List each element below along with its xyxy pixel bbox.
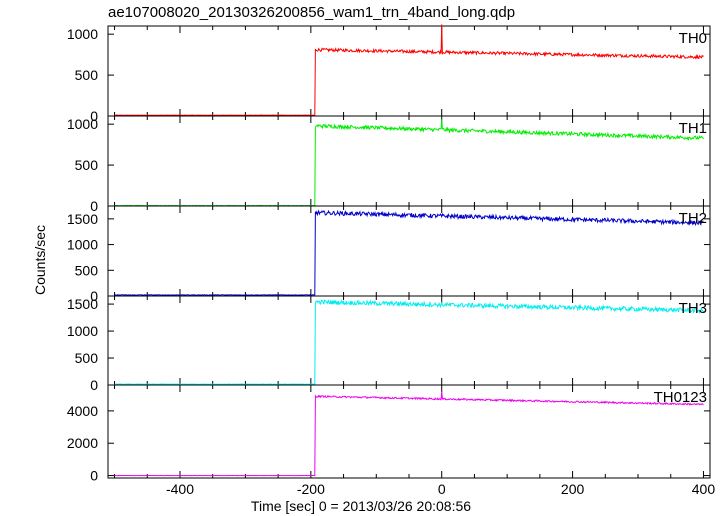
x-tick-label: 200 xyxy=(561,481,585,497)
series-label: TH2 xyxy=(679,210,707,227)
y-tick-label: 0 xyxy=(90,108,98,124)
series-label: TH1 xyxy=(679,120,707,137)
y-axis-label: Counts/sec xyxy=(32,224,48,296)
x-tick-label: 400 xyxy=(692,481,716,497)
panel-frame xyxy=(107,115,711,207)
y-tick-label: 500 xyxy=(75,350,99,366)
y-tick-label: 2000 xyxy=(67,435,98,451)
y-tick-label: 500 xyxy=(75,67,99,83)
y-tick-label: 1500 xyxy=(67,211,98,227)
x-tick-label: -200 xyxy=(297,481,325,497)
y-tick-label: 1000 xyxy=(67,323,98,339)
chart-title: ae107008020_20130326200856_wam1_trn_4ban… xyxy=(108,4,516,21)
series-line-th0123 xyxy=(114,391,704,477)
series-line-th2 xyxy=(114,209,704,296)
series-label: TH3 xyxy=(679,300,707,317)
y-tick-label: 1000 xyxy=(67,116,98,132)
y-tick-label: 500 xyxy=(75,157,99,173)
series-label: TH0 xyxy=(679,30,707,47)
x-axis-label: Time [sec] 0 = 2013/03/26 20:08:56 xyxy=(250,498,472,514)
y-tick-label: 1500 xyxy=(67,296,98,312)
y-tick-label: 500 xyxy=(75,262,99,278)
series-line-th3 xyxy=(114,299,704,386)
y-tick-label: 4000 xyxy=(67,403,98,419)
x-tick-label: -400 xyxy=(166,481,194,497)
y-tick-label: 0 xyxy=(90,198,98,214)
series-label: TH0123 xyxy=(654,389,707,406)
y-tick-label: 0 xyxy=(90,468,98,484)
y-tick-label: 0 xyxy=(90,377,98,393)
series-line-th0 xyxy=(114,24,704,116)
y-tick-label: 0 xyxy=(90,288,98,304)
series-line-th1 xyxy=(114,119,704,207)
y-tick-label: 1000 xyxy=(67,237,98,253)
x-tick-label: 0 xyxy=(438,481,446,497)
panel-frame xyxy=(107,25,711,117)
y-tick-label: 1000 xyxy=(67,26,98,42)
